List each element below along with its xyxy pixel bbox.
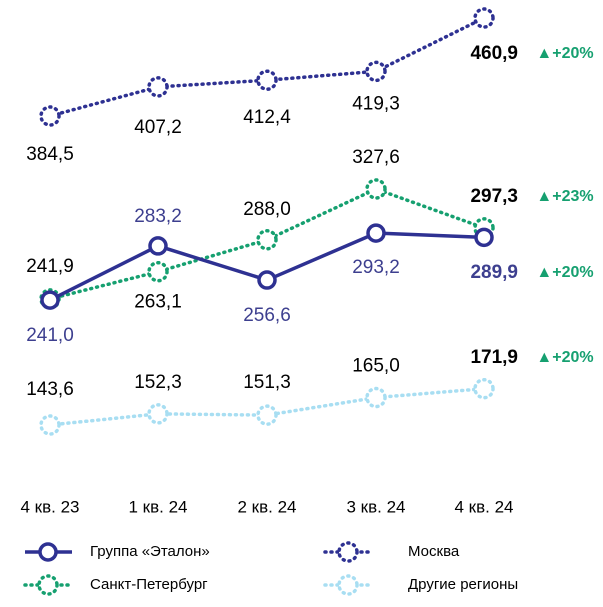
data-label: 289,9 [470,262,518,283]
data-point [365,60,387,83]
data-point [257,270,277,290]
data-point [147,260,169,283]
change-label: ▲+23% [536,188,593,205]
legend-marker [337,574,359,596]
series-line [48,187,486,301]
data-point [365,178,387,200]
data-label: 297,3 [470,186,518,207]
data-label: 293,2 [352,257,400,278]
legend-item: Санкт-Петербург [23,574,208,596]
legend-marker [37,574,59,596]
data-label: 171,9 [470,347,518,368]
legend-label: Санкт-Петербург [90,576,208,593]
change-label: ▲+20% [536,45,593,62]
data-label: 241,0 [26,325,74,346]
data-point [366,223,386,243]
x-tick-label: 2 кв. 24 [237,497,296,516]
data-label: 384,5 [26,144,74,165]
data-point [473,377,495,400]
data-label: 151,3 [243,372,291,393]
data-point [473,7,495,29]
data-point [474,227,494,248]
data-point [147,76,169,98]
legend-label: Москва [408,543,460,560]
data-label: 283,2 [134,206,182,227]
legend-marker [337,541,359,563]
legend-item: Группа «Эталон» [25,542,210,562]
data-point [40,290,60,310]
data-point [147,403,169,425]
data-label: 460,9 [470,43,518,64]
data-label: 256,6 [243,305,291,326]
data-point [39,105,61,127]
legend-item: Москва [323,541,460,563]
data-label: 241,9 [26,256,74,277]
legend-label: Группа «Эталон» [90,543,210,560]
x-tick-label: 1 кв. 24 [128,497,187,516]
data-point [256,69,278,91]
data-label: 412,4 [243,107,291,128]
x-tick-label: 4 кв. 23 [20,497,79,516]
legend-label: Другие регионы [408,576,518,593]
data-point [148,236,168,256]
data-label: 165,0 [352,356,400,377]
data-label: 419,3 [352,93,400,114]
data-point [256,404,278,426]
x-tick-label: 4 кв. 24 [454,497,513,516]
data-label: 327,6 [352,147,400,168]
data-point [39,414,61,436]
x-tick-label: 3 кв. 24 [346,497,405,516]
change-label: ▲+20% [536,264,593,281]
data-point [365,386,387,409]
legend-marker [38,542,58,562]
data-label: 143,6 [26,379,74,400]
legend-item: Другие регионы [323,574,518,596]
data-label: 263,1 [134,292,182,313]
series-line [48,16,486,118]
data-label: 152,3 [134,372,182,393]
data-label: 288,0 [243,199,291,220]
data-label: 407,2 [134,117,182,138]
change-label: ▲+20% [536,349,593,366]
data-point [256,229,278,251]
